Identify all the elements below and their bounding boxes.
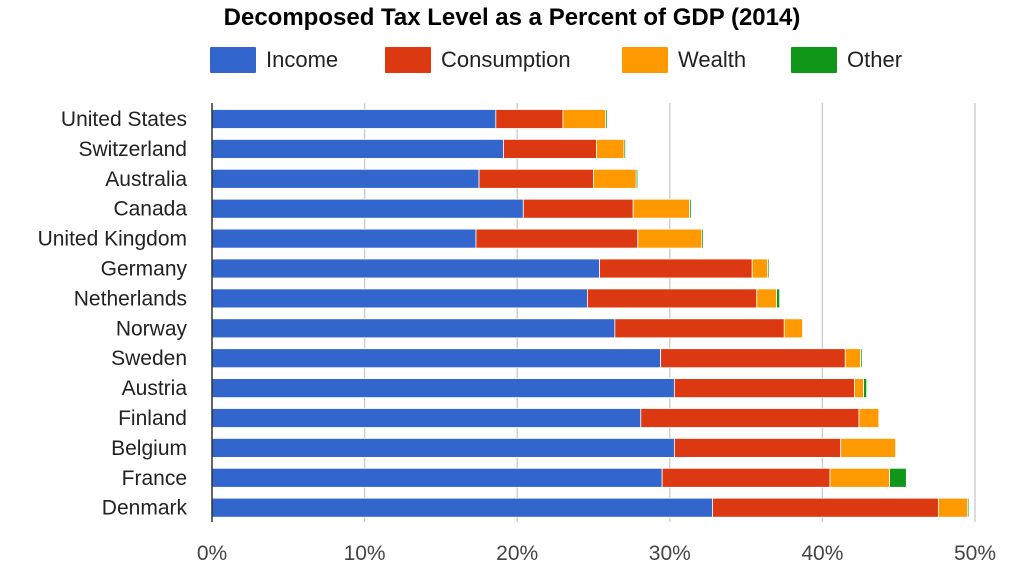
x-tick-label-20: 20% [496,542,538,565]
category-label-united-kingdom: United Kingdom [38,228,187,251]
bar-united-kingdom-other[interactable] [701,228,704,249]
category-label-australia: Australia [105,168,187,191]
legend-swatch-income [210,47,256,73]
bar-finland-income[interactable] [211,408,642,428]
bar-austria-other[interactable] [863,378,868,399]
bar-austria-wealth[interactable] [854,378,865,399]
bar-netherlands-consumption[interactable] [586,288,758,309]
bar-switzerland-consumption[interactable] [503,138,597,159]
category-label-austria: Austria [122,377,188,400]
bar-france-other[interactable] [889,467,907,488]
legend-label-consumption: Consumption [441,47,571,72]
legend-label-wealth: Wealth [678,47,747,72]
bar-united-kingdom-consumption[interactable] [475,228,639,249]
bar-australia-income[interactable] [211,168,480,189]
legend-label-income: Income [266,47,339,72]
legend-label-other: Other [847,47,903,72]
bar-united-states-consumption[interactable] [495,109,564,129]
bar-germany-income[interactable] [211,258,601,279]
bar-switzerland-wealth[interactable] [596,138,625,159]
grid-layer [363,103,976,522]
legend: Income Consumption Wealth Other [0,44,1024,76]
bar-germany-other[interactable] [767,258,770,279]
category-label-netherlands: Netherlands [74,287,187,310]
legend-swatch-other [791,47,837,73]
x-tick-label-50: 50% [954,542,996,565]
bar-sweden-income[interactable] [211,348,662,369]
bar-denmark-other[interactable] [966,497,970,518]
category-label-sweden: Sweden [111,347,187,370]
bar-norway-consumption[interactable] [614,318,785,339]
bar-denmark-wealth[interactable] [937,497,968,518]
bar-australia-consumption[interactable] [478,168,594,189]
category-label-belgium: Belgium [111,437,187,460]
legend-swatch-wealth [622,47,668,73]
bar-denmark-income[interactable] [211,497,713,518]
bar-netherlands-income[interactable] [211,288,588,309]
bars-layer [211,109,970,518]
bar-australia-wealth[interactable] [593,168,637,189]
bar-united-kingdom-income[interactable] [211,228,477,249]
bar-france-wealth[interactable] [829,467,890,488]
bar-switzerland-income[interactable] [211,138,504,159]
bar-canada-wealth[interactable] [632,198,691,219]
bar-sweden-wealth[interactable] [844,348,861,369]
bar-canada-income[interactable] [211,198,524,219]
bar-united-states-income[interactable] [211,109,497,129]
category-label-france: France [122,467,187,490]
category-label-switzerland: Switzerland [78,138,187,161]
bar-norway-income[interactable] [211,318,616,339]
bar-sweden-other[interactable] [860,348,863,369]
bar-netherlands-other[interactable] [776,288,781,309]
bar-germany-wealth[interactable] [751,258,768,279]
x-tick-label-0: 0% [197,542,227,565]
x-tick-label-10: 10% [344,542,386,565]
bar-belgium-income[interactable] [211,437,675,458]
bar-australia-other[interactable] [635,168,639,189]
bar-austria-income[interactable] [211,378,675,399]
bar-france-consumption[interactable] [661,467,831,488]
legend-item-other[interactable]: Other [791,44,902,76]
bar-united-states-wealth[interactable] [562,109,607,129]
bar-united-states-other[interactable] [605,109,608,129]
chart-title: Decomposed Tax Level as a Percent of GDP… [223,4,801,31]
bar-canada-consumption[interactable] [522,198,634,219]
category-label-canada: Canada [113,198,187,221]
bar-austria-consumption[interactable] [673,378,855,399]
bar-canada-other[interactable] [689,198,692,219]
bar-netherlands-wealth[interactable] [756,288,778,309]
legend-item-wealth[interactable]: Wealth [622,44,746,76]
category-label-germany: Germany [101,258,188,281]
bar-finland-wealth[interactable] [858,408,880,428]
category-label-norway: Norway [116,317,188,340]
bar-norway-wealth[interactable] [783,318,803,339]
bar-united-kingdom-wealth[interactable] [637,228,703,249]
x-tick-label-40: 40% [801,542,843,565]
bar-finland-consumption[interactable] [640,408,860,428]
bar-belgium-wealth[interactable] [840,437,897,458]
legend-item-consumption[interactable]: Consumption [385,44,571,76]
bar-denmark-consumption[interactable] [712,497,939,518]
x-tick-label-30: 30% [649,542,691,565]
bar-belgium-consumption[interactable] [673,437,842,458]
legend-swatch-consumption [385,47,431,73]
bar-france-income[interactable] [211,467,663,488]
legend-item-income[interactable]: Income [210,44,338,76]
bar-germany-consumption[interactable] [599,258,753,279]
category-label-united-states: United States [61,108,187,131]
bar-sweden-consumption[interactable] [660,348,846,369]
labels-layer: 0% 10% 20% 30% 40% 50% United States Switzerlan… [38,108,996,565]
category-label-denmark: Denmark [102,497,188,520]
category-label-finland: Finland [118,407,187,430]
bar-switzerland-other[interactable] [623,138,626,159]
